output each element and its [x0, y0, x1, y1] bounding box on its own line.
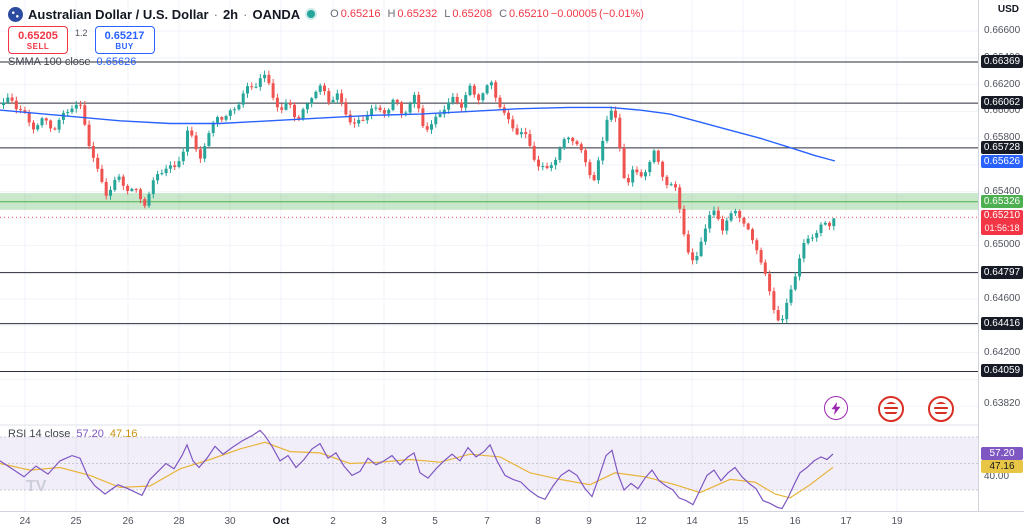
separator: · — [243, 6, 248, 22]
sell-price: 0.65205 — [18, 29, 58, 42]
price-level-badge: 0.64059 — [981, 364, 1023, 378]
broker-logo-button-2[interactable] — [928, 396, 954, 422]
lightning-icon — [831, 401, 841, 415]
spread-value: 1.2 — [75, 28, 88, 38]
close-label: C — [499, 8, 508, 20]
smma-value: 0.65626 — [96, 56, 137, 68]
price-scale-tick: 0.65400 — [984, 185, 1021, 197]
price-scale-tick: 0.63820 — [984, 397, 1021, 409]
price-level-badge: 0.64797 — [981, 265, 1023, 279]
price-level-badge: 0.64416 — [981, 316, 1023, 330]
price-scale-tick: 0.65000 — [984, 239, 1021, 251]
close-value: 0.65210 — [509, 8, 549, 20]
price-level-badge: 0.66369 — [981, 54, 1023, 68]
price-level-badge: 0.65728 — [981, 140, 1023, 154]
time-axis-label: 2 — [330, 516, 336, 527]
rsi-title: RSI 14 close — [8, 428, 71, 440]
buy-label: BUY — [115, 41, 134, 51]
smma-title: SMMA 100 close — [8, 56, 91, 68]
price-scale-tick: 0.66000 — [984, 105, 1021, 117]
buy-price: 0.65217 — [104, 29, 145, 42]
price-scale[interactable]: USD 0.666000.664000.662000.660000.658000… — [978, 0, 1024, 511]
low-label: L — [444, 8, 451, 20]
smma-indicator-legend[interactable]: SMMA 100 close 0.65626 — [8, 56, 136, 68]
price-scale-tick: 0.64200 — [984, 346, 1021, 358]
time-axis-label: 7 — [484, 516, 490, 527]
buy-button[interactable]: 0.65217 BUY — [94, 26, 155, 54]
market-status-icon — [307, 10, 316, 18]
broker-logo-icon — [884, 402, 898, 416]
change-value: −0.00005 — [550, 8, 597, 20]
open-value: 0.65216 — [340, 8, 381, 20]
exchange-label[interactable]: OANDA — [252, 6, 301, 22]
last-price-badge: 0.65210 01:56:18 — [981, 210, 1023, 236]
open-label: O — [330, 8, 339, 20]
time-axis-label: 12 — [635, 516, 647, 527]
sell-button[interactable]: 0.65205 SELL — [8, 26, 68, 54]
time-axis-label: 25 — [70, 516, 82, 527]
interval-label[interactable]: 2h — [222, 6, 239, 22]
time-axis-label: 28 — [173, 516, 185, 527]
tradingview-watermark[interactable]: TV — [26, 478, 47, 495]
rsi-value-badge: 47.16 — [981, 460, 1023, 474]
rsi-ma-value: 47.16 — [109, 428, 138, 440]
price-level-badge: 0.65326 — [981, 194, 1023, 208]
time-axis-label: 16 — [789, 516, 801, 527]
broker-logo-icon — [934, 402, 948, 416]
chart-header: Australian Dollar / U.S. Dollar · 2h · O… — [8, 5, 644, 23]
time-axis[interactable]: 24 25 26 28 30 Oct 2 3 5 7 8 9 12 14 15 16 17 19 — [0, 511, 1024, 531]
time-axis-label: 30 — [224, 516, 236, 527]
order-panel: 0.65205 SELL 1.2 0.65217 BUY — [8, 26, 155, 54]
symbol-title[interactable]: Australian Dollar / U.S. Dollar — [28, 6, 209, 22]
lightning-button[interactable] — [824, 396, 848, 420]
time-axis-label: 9 — [586, 516, 592, 527]
time-axis-label: Oct — [272, 516, 290, 527]
last-price-value: 0.65210 — [983, 210, 1021, 222]
time-axis-label: 8 — [535, 516, 541, 527]
time-axis-label: 14 — [686, 516, 698, 527]
high-value: 0.65232 — [397, 8, 438, 20]
currency-label[interactable]: USD — [997, 4, 1019, 15]
price-scale-tick: 0.66200 — [984, 78, 1021, 90]
time-axis-label: 19 — [891, 516, 903, 527]
time-axis-label: 17 — [840, 516, 852, 527]
sell-label: SELL — [26, 41, 50, 51]
time-axis-label: 5 — [432, 516, 438, 527]
ohlc-readout: O 0.65216 H 0.65232 L 0.65208 C 0.65210 … — [325, 8, 644, 20]
high-label: H — [387, 8, 396, 20]
price-scale-tick: 0.64600 — [984, 293, 1021, 304]
price-chart-canvas[interactable] — [0, 0, 978, 511]
symbol-logo-icon[interactable] — [8, 6, 23, 22]
time-axis-label: 3 — [381, 516, 387, 527]
change-percent: (−0.01%) — [598, 8, 644, 20]
rsi-value: 57.20 — [76, 428, 104, 440]
rsi-scale-tick: 40.00 — [984, 470, 1010, 482]
bar-countdown: 01:56:18 — [984, 223, 1020, 234]
price-level-badge: 0.65626 — [981, 154, 1023, 168]
separator: · — [213, 6, 218, 22]
price-scale-tick: 0.65800 — [984, 132, 1021, 144]
rsi-indicator-legend[interactable]: RSI 14 close 57.20 47.16 — [8, 428, 137, 440]
time-axis-label: 15 — [737, 516, 749, 527]
time-axis-label: 24 — [19, 516, 31, 527]
price-scale-tick: 0.66600 — [984, 25, 1021, 36]
broker-logo-button[interactable] — [878, 396, 904, 422]
low-value: 0.65208 — [452, 8, 493, 20]
rsi-value-badge: 57.20 — [981, 446, 1023, 460]
time-axis-label: 26 — [122, 516, 134, 527]
price-level-badge: 0.66062 — [981, 96, 1023, 110]
